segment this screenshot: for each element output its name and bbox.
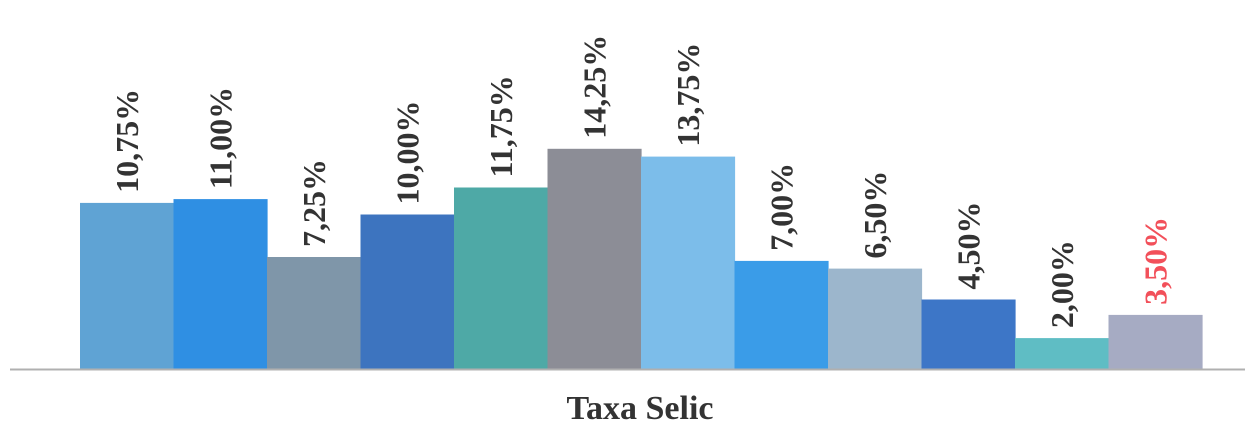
bar-10 <box>921 299 1016 369</box>
x-axis-label: Taxa Selic <box>566 390 713 427</box>
value-label-2: 11,00% <box>202 87 238 189</box>
value-label-9: 6,50% <box>857 171 893 259</box>
value-label-4: 10,00% <box>389 101 425 205</box>
bar-4 <box>360 214 455 369</box>
bar-11 <box>1015 338 1110 369</box>
bar-8 <box>734 260 829 369</box>
value-label-7: 13,75% <box>670 43 706 147</box>
value-label-3: 7,25% <box>296 159 332 247</box>
bar-12 <box>1108 314 1203 369</box>
value-label-11: 2,00% <box>1044 240 1080 328</box>
value-label-12: 3,50% <box>1137 217 1173 305</box>
value-label-8: 7,00% <box>763 163 799 251</box>
bar-5 <box>454 187 549 369</box>
value-labels-group: 10,75% 11,00% 7,25% 10,00% 11,75% 14,25% 13,75… <box>109 35 1174 328</box>
value-label-1: 10,75% <box>109 89 145 193</box>
bar-7 <box>641 156 736 369</box>
value-label-10: 4,50% <box>950 201 986 289</box>
bar-6 <box>547 148 642 369</box>
bar-3 <box>267 257 362 369</box>
bar-9 <box>828 268 923 369</box>
bar-2 <box>173 199 268 369</box>
value-label-6: 14,25% <box>576 35 612 139</box>
bar-1 <box>80 202 175 369</box>
value-label-5: 11,75% <box>483 75 519 177</box>
bars-group <box>80 148 1203 369</box>
